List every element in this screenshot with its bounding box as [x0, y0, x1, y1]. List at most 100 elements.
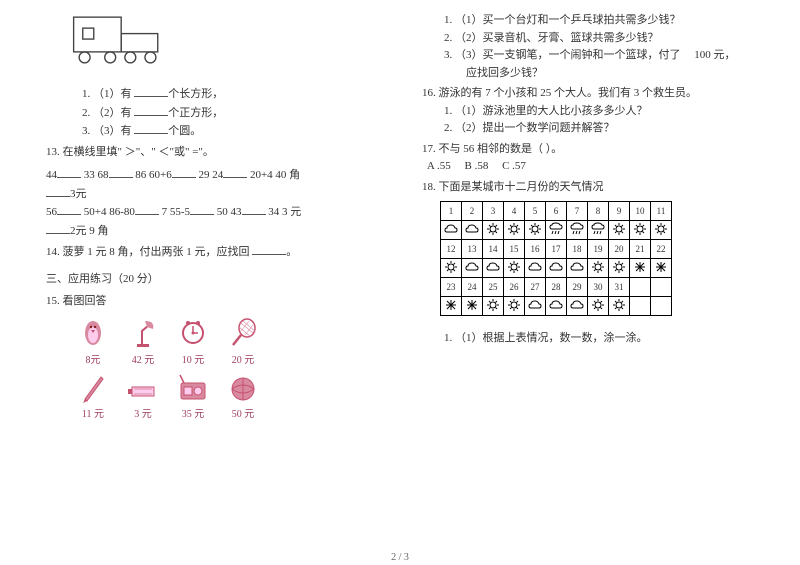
weather-cell-icon — [483, 259, 504, 278]
q13-row1: 44 33 68 86 60+6 29 24 20+4 40 角 — [46, 166, 378, 184]
price: 11 元 — [82, 409, 104, 420]
weather-cell-icon — [609, 297, 630, 316]
q12-l3b: 个圆。 — [168, 125, 201, 137]
weather-cell-icon — [567, 259, 588, 278]
weather-cell-icon — [567, 221, 588, 240]
left-column: 1. （1）有 个长方形， 2. （2）有 个正方形， 3. （3）有 个圆。 … — [36, 8, 400, 420]
weather-cell-icon — [630, 259, 651, 278]
weather-cell-icon — [441, 221, 462, 240]
weather-cell-icon — [651, 297, 672, 316]
blank — [57, 166, 81, 178]
table-row: 232425262728293031 — [441, 278, 672, 297]
table-row — [441, 221, 672, 240]
q14-tail: 。 — [286, 246, 297, 258]
q18-foot: 1. （1）根据上表情况，数一数，涂一涂。 — [422, 330, 754, 347]
blank — [252, 243, 286, 255]
txt: 86 60+6 — [135, 169, 171, 181]
weather-cell-day: 2 — [462, 202, 483, 221]
weather-cell-day: 9 — [609, 202, 630, 221]
q16-title: 16. 游泳的有 7 个小孩和 25 个大人。我们有 3 个救生员。 — [422, 85, 754, 102]
q18-title: 18. 下面是某城市十二月份的天气情况 — [422, 179, 754, 196]
txt: 7 55-5 — [162, 206, 190, 218]
txt: 34 3 元 — [268, 206, 301, 218]
weather-cell-day: 10 — [630, 202, 651, 221]
q12-l1b: 个长方形， — [168, 88, 223, 100]
q15r-l3c: 应找回多少钱？ — [444, 65, 754, 82]
weather-cell-day — [630, 278, 651, 297]
q17-opts: A .55 B .58 C .57 — [422, 158, 754, 175]
weather-cell-icon — [651, 259, 672, 278]
txt: 56 — [46, 206, 57, 218]
q12-l1a: 1. （1）有 — [82, 88, 134, 100]
q12-l2a: 2. （2）有 — [82, 107, 134, 119]
weather-cell-icon — [546, 297, 567, 316]
blank — [134, 122, 168, 134]
q12-lines: 1. （1）有 个长方形， 2. （2）有 个正方形， 3. （3）有 个圆。 — [46, 85, 378, 140]
txt: 100 元， — [694, 49, 735, 61]
q12-l2b: 个正方形， — [168, 107, 223, 119]
weather-cell-day: 7 — [567, 202, 588, 221]
price: 10 元 — [182, 355, 205, 366]
blank — [135, 203, 159, 215]
weather-cell-day: 28 — [546, 278, 567, 297]
blank — [134, 104, 168, 116]
radio-icon — [176, 370, 210, 404]
txt: 20+4 40 角 — [250, 169, 300, 181]
weather-cell-icon — [504, 259, 525, 278]
weather-cell-day: 12 — [441, 240, 462, 259]
weather-cell-day: 24 — [462, 278, 483, 297]
price: 3 元 — [134, 409, 152, 420]
right-column: 1. （1）买一个台灯和一个乒乓球拍共需多少钱？ 2. （2）买录音机、牙膏、篮… — [400, 8, 764, 420]
weather-cell-day — [651, 278, 672, 297]
weather-cell-icon — [525, 297, 546, 316]
weather-cell-icon — [630, 297, 651, 316]
weather-cell-day: 19 — [588, 240, 609, 259]
table-row — [441, 297, 672, 316]
weather-cell-icon — [483, 297, 504, 316]
weather-cell-day: 8 — [588, 202, 609, 221]
q14: 14. 菠萝 1 元 8 角，付出两张 1 元，应找回 。 — [46, 243, 378, 261]
penguin-icon — [76, 316, 110, 350]
weather-cell-icon — [546, 259, 567, 278]
weather-cell-icon — [588, 297, 609, 316]
table-row: 1213141516171819202122 — [441, 240, 672, 259]
weather-cell-icon — [504, 221, 525, 240]
weather-cell-icon — [546, 221, 567, 240]
blank — [109, 166, 133, 178]
weather-cell-icon — [504, 297, 525, 316]
weather-cell-day: 30 — [588, 278, 609, 297]
price: 50 元 — [232, 409, 255, 420]
weather-cell-day: 1 — [441, 202, 462, 221]
price: 20 元 — [232, 355, 255, 366]
table-row: 1234567891011 — [441, 202, 672, 221]
q13-title: 13. 在横线里填" ＞"、" ＜"或" ="。 — [46, 144, 378, 161]
weather-cell-day: 13 — [462, 240, 483, 259]
blank — [46, 185, 70, 197]
weather-cell-day: 11 — [651, 202, 672, 221]
price: 8元 — [86, 355, 101, 366]
txt: 50+4 86-80 — [84, 206, 135, 218]
weather-cell-day: 26 — [504, 278, 525, 297]
weather-cell-icon — [525, 221, 546, 240]
txt: 50 43 — [217, 206, 242, 218]
weather-cell-icon — [630, 221, 651, 240]
weather-cell-icon — [588, 221, 609, 240]
table-row — [441, 259, 672, 278]
weather-cell-day: 6 — [546, 202, 567, 221]
blank — [242, 203, 266, 215]
q13-row2b: 2元 9 角 — [46, 222, 378, 240]
q17-title: 17. 不与 56 相邻的数是（ ）。 — [422, 141, 754, 158]
blank — [190, 203, 214, 215]
blank — [57, 203, 81, 215]
q16-l2: 2. （2）提出一个数学问题并解答？ — [444, 120, 754, 137]
weather-cell-day: 22 — [651, 240, 672, 259]
q13-row1b: 3元 — [46, 185, 378, 203]
q16: 16. 游泳的有 7 个小孩和 25 个大人。我们有 3 个救生员。 1. （1… — [422, 85, 754, 137]
weather-cell-day: 5 — [525, 202, 546, 221]
q15-image-grid: 8元 42 元 10 元 20 元 11 元 3 元 35 元 50 元 — [68, 316, 268, 420]
q14-text: 14. 菠萝 1 元 8 角，付出两张 1 元，应找回 — [46, 246, 252, 258]
clock-icon — [176, 316, 210, 350]
ball-icon — [226, 370, 260, 404]
toothpaste-icon — [126, 370, 160, 404]
page-number: 2 / 3 — [0, 552, 800, 563]
